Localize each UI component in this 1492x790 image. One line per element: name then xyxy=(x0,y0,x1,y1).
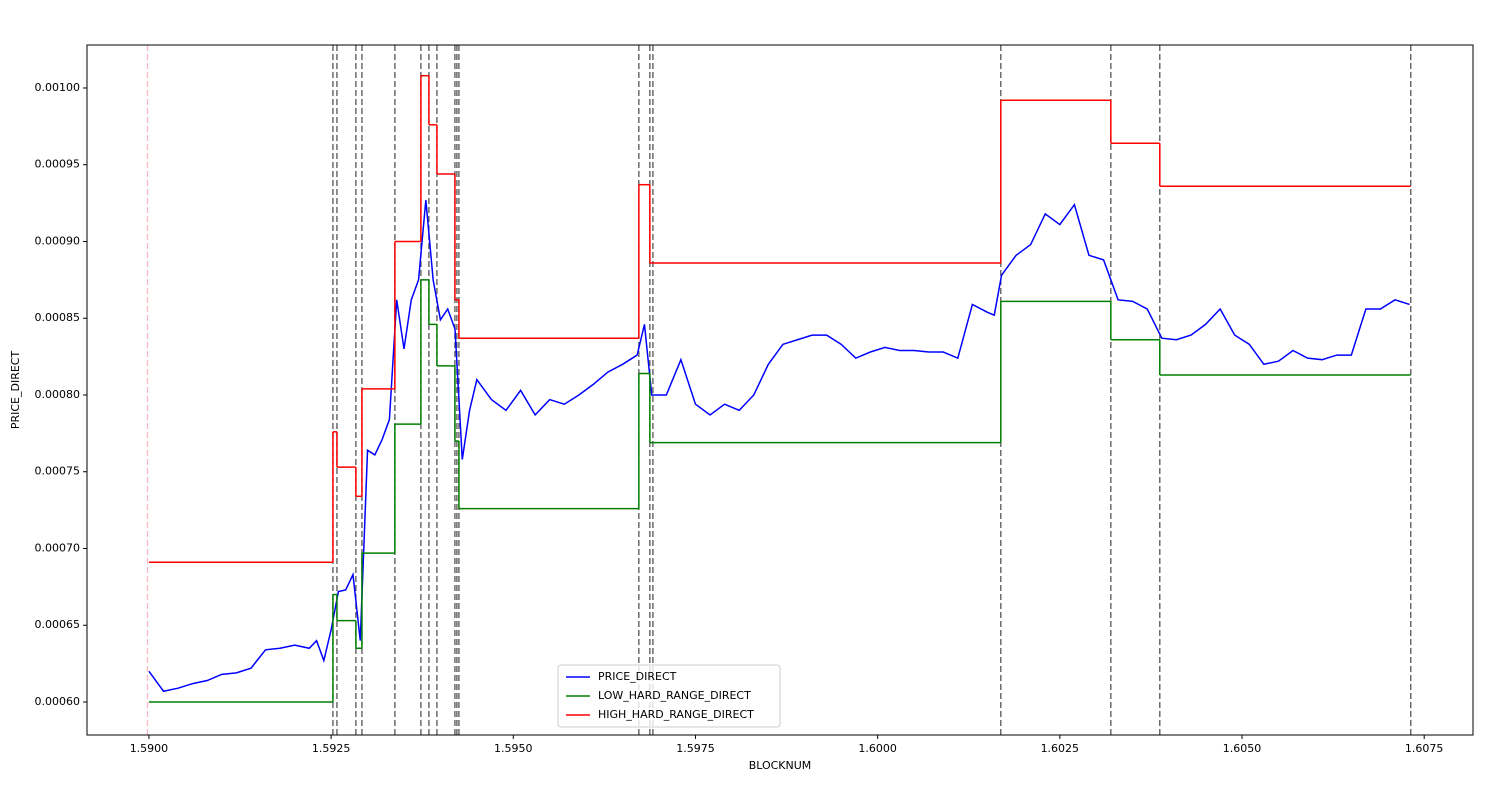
x-tick-label: 1.6000 xyxy=(858,742,897,755)
x-tick-label: 1.5925 xyxy=(312,742,351,755)
y-tick-label: 0.00075 xyxy=(35,465,81,478)
x-tick-label: 1.6025 xyxy=(1041,742,1080,755)
y-tick-label: 0.00060 xyxy=(35,695,81,708)
x-tick-label: 1.5975 xyxy=(676,742,715,755)
y-tick-label: 0.00085 xyxy=(35,311,81,324)
y-tick-label: 0.00080 xyxy=(35,388,81,401)
x-tick-label: 1.5950 xyxy=(494,742,533,755)
legend-label: PRICE_DIRECT xyxy=(598,670,677,683)
x-tick-label: 1.5900 xyxy=(130,742,169,755)
y-tick-label: 0.00090 xyxy=(35,234,81,247)
legend-label: HIGH_HARD_RANGE_DIRECT xyxy=(598,708,754,721)
plot-frame xyxy=(86,44,1474,736)
y-tick-label: 0.00100 xyxy=(35,81,81,94)
legend-label: LOW_HARD_RANGE_DIRECT xyxy=(598,689,751,702)
y-axis-label: PRICE_DIRECT xyxy=(9,351,22,430)
price-line xyxy=(148,199,1410,693)
y-tick-label: 0.00070 xyxy=(35,541,81,554)
y-tick-label: 0.00065 xyxy=(35,618,81,631)
x-tick-label: 1.6075 xyxy=(1405,742,1444,755)
x-axis-label: BLOCKNUM xyxy=(749,759,812,772)
y-tick-label: 0.00095 xyxy=(35,158,81,171)
legend-box xyxy=(557,664,781,728)
x-tick-label: 1.6050 xyxy=(1223,742,1262,755)
